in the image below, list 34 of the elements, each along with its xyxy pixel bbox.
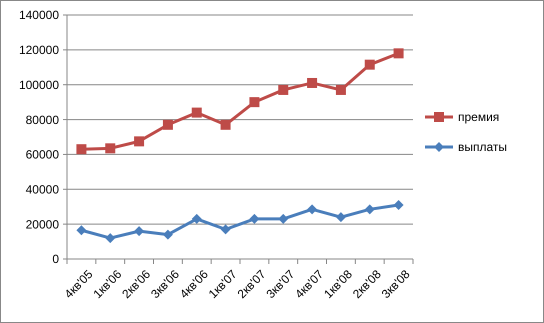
point (307, 78, 318, 88)
legend-label: премия (458, 110, 500, 124)
point (105, 143, 116, 154)
point (249, 97, 260, 108)
point (76, 225, 86, 236)
y-tick-label: 140000 (18, 8, 60, 22)
point (192, 214, 202, 224)
point (192, 108, 202, 118)
point (105, 233, 116, 244)
point (394, 48, 404, 58)
point (364, 60, 375, 70)
y-tick-label: 100000 (18, 78, 60, 92)
point (278, 214, 288, 224)
point (336, 212, 346, 222)
point (249, 214, 260, 224)
y-tick-label: 60000 (26, 148, 60, 162)
point (336, 84, 346, 95)
point (220, 120, 231, 130)
point (162, 230, 173, 240)
legend-label: выплаты (458, 140, 508, 154)
point (220, 224, 231, 234)
point (364, 204, 375, 214)
point (394, 200, 404, 210)
y-tick-label: 20000 (26, 217, 60, 232)
point (76, 144, 86, 154)
point (278, 84, 288, 95)
point (162, 120, 173, 130)
y-tick-label: 0 (52, 252, 60, 266)
point (134, 136, 144, 146)
y-tick-label: 120000 (18, 43, 60, 58)
y-tick-label: 80000 (26, 112, 60, 127)
y-tick-label: 40000 (26, 182, 60, 196)
point (307, 204, 318, 214)
point (134, 226, 144, 236)
